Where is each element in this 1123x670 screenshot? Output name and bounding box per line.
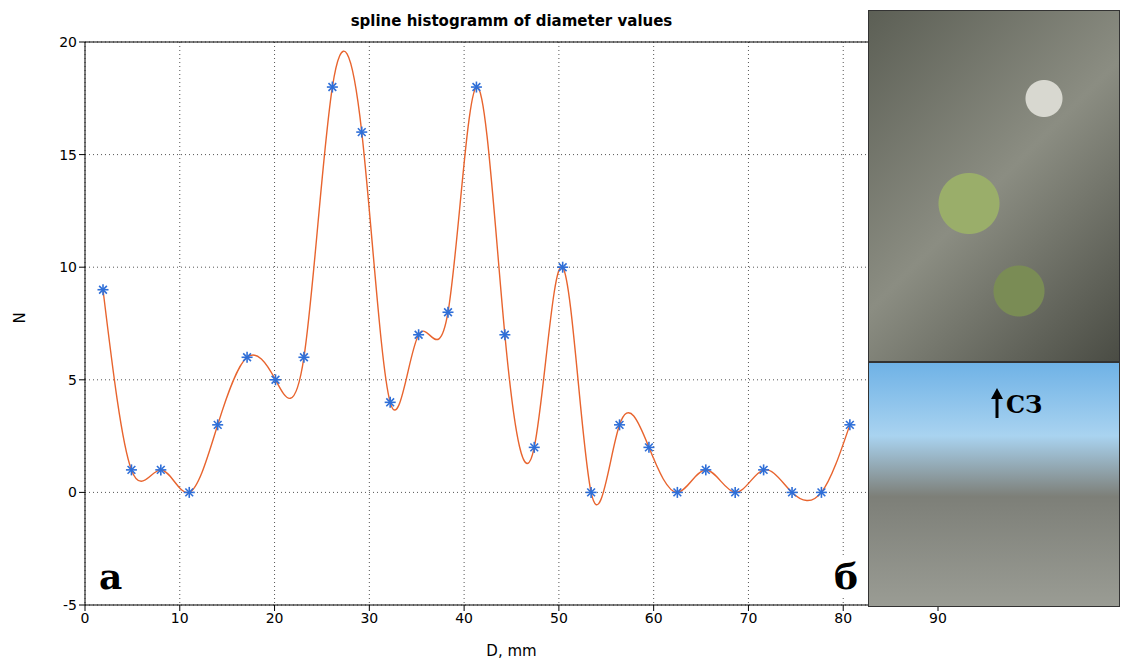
html-text:а: а [99,555,123,597]
svg-text:N: N [11,312,29,323]
svg-text:40: 40 [455,610,473,626]
svg-text:60: 60 [645,610,663,626]
svg-text:-5: -5 [63,597,77,613]
html-text:б: б [834,555,858,597]
svg-text:D, mm: D, mm [486,642,536,660]
svg-text:80: 80 [834,610,852,626]
svg-text:20: 20 [266,610,284,626]
svg-text:10: 10 [171,610,189,626]
svg-text:0: 0 [81,610,90,626]
html-text:spline histogramm of diameter: spline histogramm of diameter values [350,12,673,30]
svg-text:15: 15 [59,147,77,163]
svg-text:90: 90 [929,610,947,626]
svg-text:5: 5 [68,372,77,388]
svg-text:0: 0 [68,484,77,500]
svg-text:30: 30 [360,610,378,626]
svg-text:70: 70 [740,610,758,626]
svg-text:10: 10 [59,259,77,275]
svg-text:50: 50 [550,610,568,626]
html-text:СЗ: СЗ [1006,390,1043,419]
svg-text:20: 20 [59,34,77,50]
